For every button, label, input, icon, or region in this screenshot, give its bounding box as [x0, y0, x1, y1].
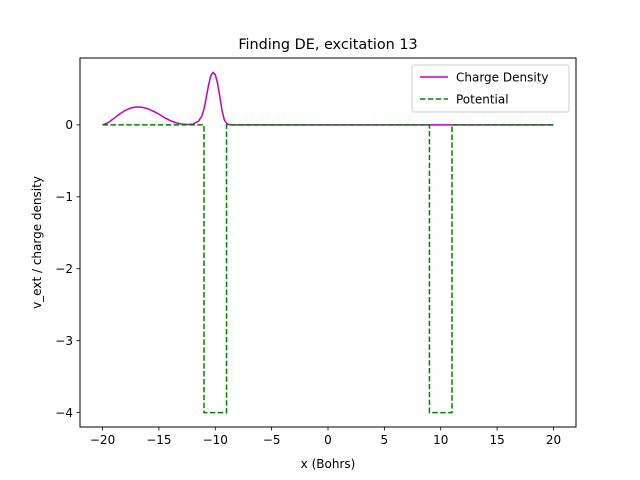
- y-tick-label: −3: [55, 334, 73, 348]
- x-tick-label: 20: [546, 433, 561, 447]
- x-tick-label: −5: [263, 433, 281, 447]
- x-tick-label: −15: [146, 433, 171, 447]
- y-tick-label: 0: [65, 118, 73, 132]
- x-tick-label: 0: [324, 433, 332, 447]
- x-axis-ticks: −20 −15 −10 −5 0 5 10 15 20: [90, 427, 561, 447]
- chart-title: Finding DE, excitation 13: [238, 37, 417, 53]
- y-tick-label: −4: [55, 406, 73, 420]
- x-axis-label: x (Bohrs): [301, 457, 356, 471]
- y-axis-ticks: −4 −3 −2 −1 0: [55, 118, 80, 420]
- legend-box: [411, 64, 570, 113]
- x-tick-label: 5: [381, 433, 389, 447]
- y-tick-label: −1: [55, 190, 73, 204]
- series-line-potential: [102, 124, 554, 414]
- x-tick-label: 15: [489, 433, 504, 447]
- series-line-charge-density: [102, 71, 554, 126]
- x-tick-label: −20: [90, 433, 115, 447]
- legend: Charge Density Potential: [411, 64, 570, 113]
- y-axis-label: v_ext / charge density: [30, 176, 44, 309]
- x-tick-label: 10: [433, 433, 448, 447]
- legend-label: Charge Density: [456, 70, 549, 84]
- legend-label: Potential: [456, 92, 509, 106]
- x-tick-label: −10: [203, 433, 228, 447]
- y-tick-label: −2: [55, 262, 73, 276]
- series-layer: [102, 71, 554, 414]
